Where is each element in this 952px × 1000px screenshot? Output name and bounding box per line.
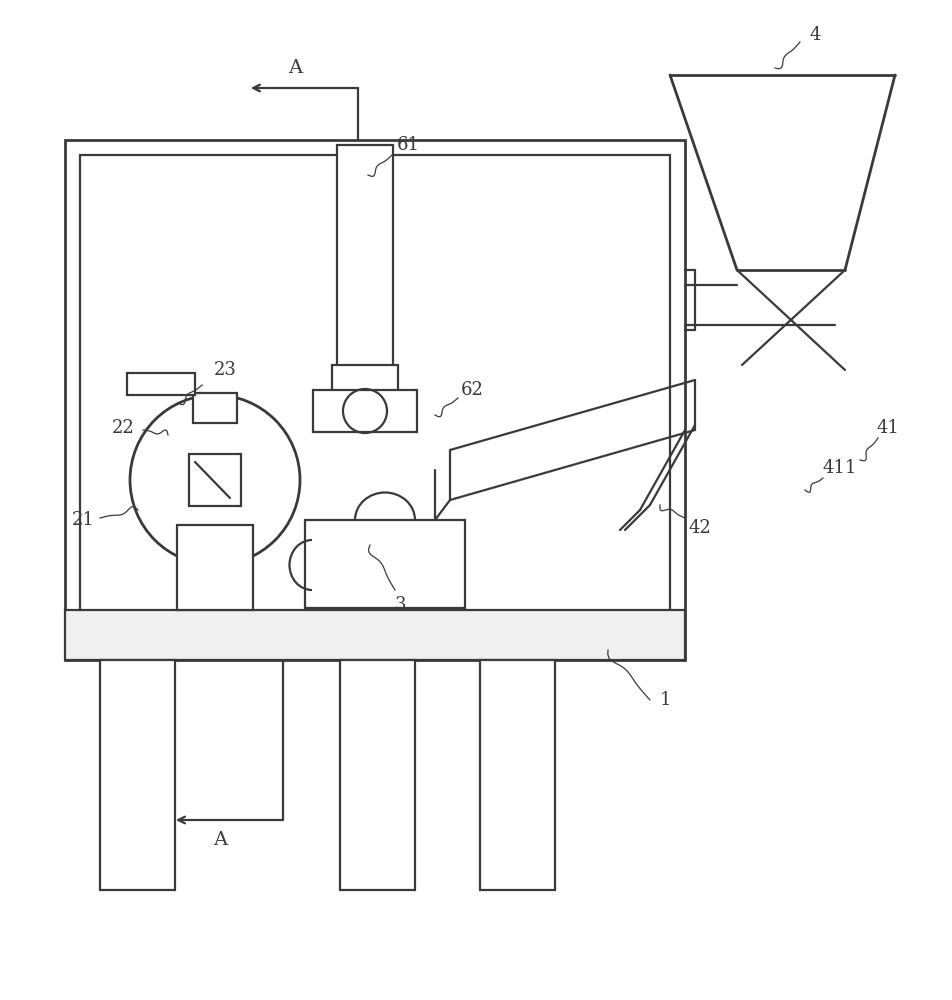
Text: 3: 3 — [394, 596, 406, 614]
Bar — [305, 520, 465, 608]
Text: A: A — [213, 831, 228, 849]
Text: 411: 411 — [823, 459, 857, 477]
Text: 4: 4 — [809, 26, 821, 44]
Bar — [337, 145, 393, 370]
Bar — [480, 660, 555, 890]
Bar — [332, 365, 398, 395]
Bar — [80, 155, 670, 645]
Text: A: A — [288, 59, 302, 77]
Bar — [189, 454, 241, 506]
Bar — [313, 390, 417, 432]
Bar — [193, 393, 237, 423]
Bar — [177, 525, 253, 610]
Text: 42: 42 — [688, 519, 711, 537]
Text: 1: 1 — [659, 691, 671, 709]
Bar — [100, 660, 175, 890]
Text: 22: 22 — [111, 419, 134, 437]
Text: 41: 41 — [877, 419, 900, 437]
Bar — [65, 140, 685, 660]
Text: 61: 61 — [396, 136, 420, 154]
Text: 62: 62 — [461, 381, 484, 399]
Bar — [65, 610, 685, 660]
Bar — [340, 660, 415, 890]
Text: 21: 21 — [71, 511, 94, 529]
Bar — [127, 373, 195, 395]
Text: 23: 23 — [213, 361, 236, 379]
